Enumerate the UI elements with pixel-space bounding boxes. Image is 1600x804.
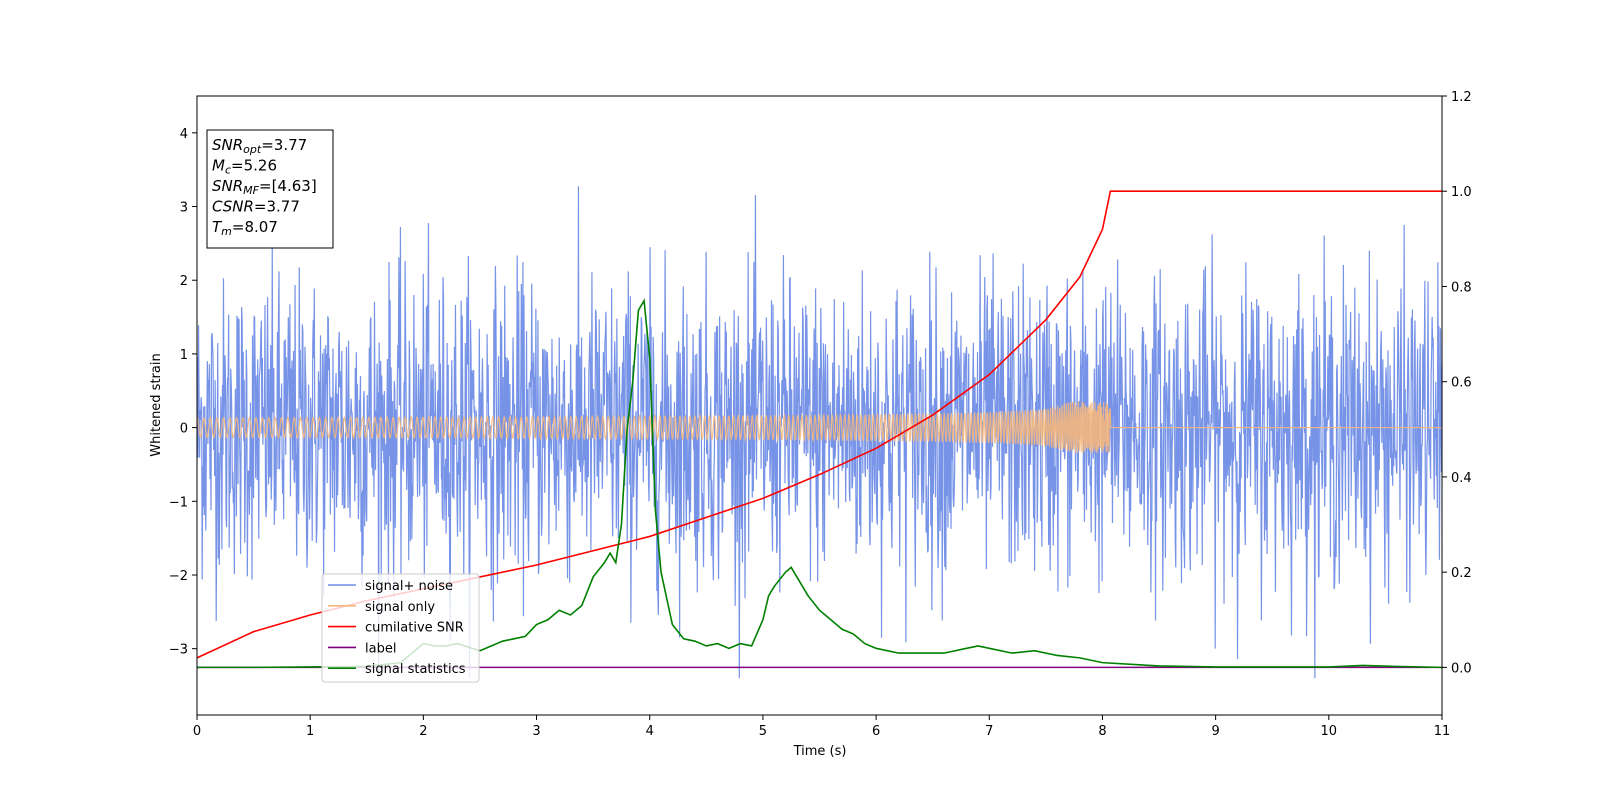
- stats-annotation-line: Tm=8.07: [212, 218, 278, 238]
- y-tick-label: 4: [180, 127, 188, 142]
- x-tick-label: 1: [306, 724, 314, 739]
- y-tick-label: −3: [169, 643, 188, 658]
- x-tick-label: 10: [1321, 724, 1338, 739]
- y-tick-label: 2: [180, 274, 188, 289]
- legend-label: cumilative SNR: [365, 621, 464, 636]
- x-tick-label: 4: [646, 724, 654, 739]
- x-tick-label: 7: [985, 724, 993, 739]
- series-signal-statistics-line: [197, 298, 1443, 669]
- x-tick-label: 11: [1434, 724, 1451, 739]
- y2-axis-ticks: 0.0 0.2 0.4 0.6 0.8 1.0 1.2: [1442, 90, 1472, 676]
- stats-annotation-line: Mc=5.26: [212, 157, 277, 177]
- stats-annotation-line: CSNR=3.77: [212, 198, 300, 216]
- legend: signal+ noise signal only cumilative SNR la…: [321, 573, 480, 683]
- y2-tick-label: 0.0: [1451, 661, 1472, 676]
- legend-label: label: [365, 641, 396, 656]
- y2-tick-label: 1.0: [1451, 185, 1472, 200]
- plot-frame: [196, 95, 1443, 716]
- y-axis-ticks: −3 −2 −1 0 1 2 3 4: [169, 127, 197, 658]
- y-tick-label: −1: [169, 495, 188, 510]
- y2-tick-label: 0.6: [1451, 376, 1472, 391]
- x-axis-ticks: 0 1 2 3 4 5 6 7 8 9 10 11: [193, 715, 1450, 739]
- y2-tick-label: 1.2: [1451, 90, 1472, 105]
- legend-label: signal statistics: [365, 662, 466, 677]
- stats-annotation-line: SNRopt=3.77: [212, 136, 307, 156]
- x-tick-label: 5: [759, 724, 767, 739]
- y-tick-label: 1: [180, 348, 188, 363]
- stats-annotation-frame: [206, 129, 334, 249]
- x-tick-label: 3: [532, 724, 540, 739]
- stats-annotation-line: SNRMF=[4.63]: [212, 177, 317, 197]
- y-tick-label: 0: [180, 422, 188, 437]
- x-tick-label: 0: [193, 724, 201, 739]
- x-tick-label: 9: [1211, 724, 1219, 739]
- y-tick-label: −2: [169, 569, 188, 584]
- legend-label: signal+ noise: [365, 579, 453, 594]
- x-axis-label: Time (s): [793, 744, 847, 759]
- y-tick-label: 3: [180, 201, 188, 216]
- series-signal-only-line: [196, 401, 1442, 454]
- y2-tick-label: 0.4: [1451, 471, 1472, 486]
- legend-frame: [321, 573, 480, 683]
- x-tick-label: 8: [1098, 724, 1106, 739]
- y2-tick-label: 0.8: [1451, 280, 1472, 295]
- x-tick-label: 6: [872, 724, 880, 739]
- x-tick-label: 2: [419, 724, 427, 739]
- y2-tick-label: 0.2: [1451, 566, 1472, 581]
- legend-label: signal only: [365, 600, 435, 615]
- y-axis-label: Whitened strain: [149, 353, 164, 456]
